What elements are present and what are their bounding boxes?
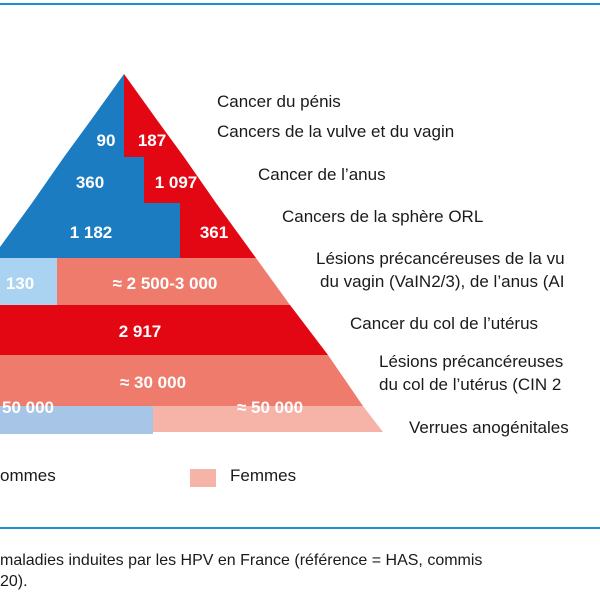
caption-line1: maladies induites par les HPV en France … (0, 552, 483, 569)
value-women-warts: ≈ 50 000 (237, 398, 303, 417)
value-women-anus: 1 097 (155, 173, 198, 192)
value-men-precancer: 130 (6, 274, 34, 293)
label-cin-line1: Lésions précancéreuses (379, 352, 564, 371)
value-women-orl: 361 (200, 223, 228, 242)
segment-men-anus (32, 157, 144, 203)
label-anus: Cancer de l’anus (258, 165, 386, 184)
value-women-vulva: 187 (138, 131, 166, 150)
label-penis: Cancer du pénis (217, 92, 341, 111)
label-precancer-line1: Lésions précancéreuses de la vu (316, 249, 565, 268)
hpv-pyramid: 90 187 360 1 097 1 182 361 130 ≈ 2 500-3… (0, 74, 383, 434)
segment-apex-red (124, 74, 157, 120)
value-men-penis: 90 (97, 131, 116, 150)
segment-men-orl (0, 203, 180, 258)
value-men-anus: 360 (76, 173, 104, 192)
segment-women-cin (0, 355, 363, 406)
top-rule (0, 3, 600, 5)
label-warts: Verrues anogénitales (409, 418, 569, 437)
segment-women-warts (153, 406, 383, 432)
segment-men-warts (0, 406, 153, 432)
value-men-warts: 50 000 (2, 398, 54, 417)
segment-men-penis (64, 120, 124, 157)
label-orl: Cancers de la sphère ORL (282, 207, 484, 226)
legend-women-swatch (190, 469, 216, 487)
value-men-orl: 1 182 (70, 223, 113, 242)
segment-women-orl (180, 203, 256, 258)
segment-apex-blue (91, 74, 124, 120)
legend-women-label: Femmes (230, 466, 297, 485)
caption-line2: 20). (0, 573, 28, 590)
label-precancer-line2: du vagin (VaIN2/3), de l’anus (AI (320, 272, 565, 291)
value-women-cin: ≈ 30 000 (120, 373, 186, 392)
label-vulva-vagina: Cancers de la vulve et du vagin (217, 122, 455, 141)
legend-men-label: ommes (0, 466, 56, 485)
label-cervix: Cancer du col de l’utérus (350, 314, 539, 333)
caption: maladies induites par les HPV en France … (0, 550, 482, 592)
segment-women-precancer (57, 258, 290, 305)
segment-men-warts-lower (0, 432, 153, 434)
segment-men-precancer (0, 258, 57, 305)
label-cin-line2: du col de l’utérus (CIN 2 (379, 375, 562, 394)
value-women-cervix: 2 917 (119, 322, 162, 341)
value-women-precancer: ≈ 2 500-3 000 (113, 274, 218, 293)
segment-women-cervix (0, 305, 328, 355)
bottom-rule (0, 527, 600, 529)
segment-women-anus (144, 157, 216, 203)
segment-women-vulva (124, 120, 184, 157)
